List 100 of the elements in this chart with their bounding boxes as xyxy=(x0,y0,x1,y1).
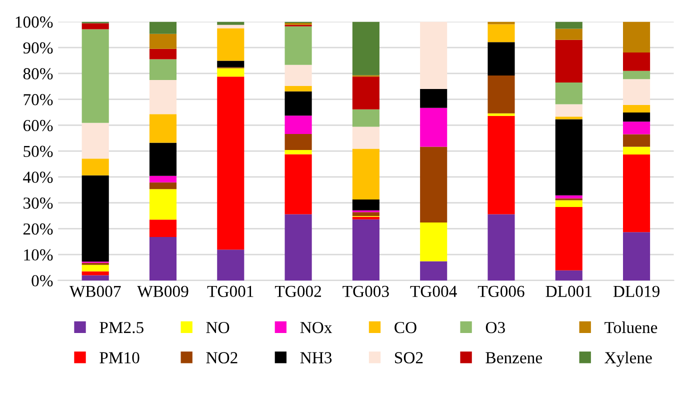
bar xyxy=(420,261,448,280)
bar xyxy=(352,148,380,200)
bar xyxy=(555,119,582,196)
bar xyxy=(82,23,109,30)
bar xyxy=(488,113,515,116)
bar xyxy=(623,112,650,122)
y-tick-label: 60% xyxy=(23,120,53,132)
bar xyxy=(420,108,448,147)
bar xyxy=(149,182,177,190)
bar xyxy=(623,154,650,232)
x-tick-label: TG001 xyxy=(207,286,254,298)
bar xyxy=(352,22,380,76)
bar xyxy=(555,28,582,40)
bar xyxy=(284,86,312,92)
bar xyxy=(149,236,177,280)
legend-label: NOx xyxy=(300,322,332,334)
bar xyxy=(149,114,177,143)
bar xyxy=(623,232,650,280)
bar xyxy=(555,22,582,29)
bar xyxy=(82,275,109,280)
bar xyxy=(352,219,380,280)
legend-label: NO xyxy=(206,322,230,334)
y-tick-label: 90% xyxy=(23,42,53,54)
y-tick-label: 40% xyxy=(23,172,53,183)
x-tick-label: TG004 xyxy=(410,286,457,298)
bar xyxy=(555,104,582,117)
bar xyxy=(623,22,650,53)
bar xyxy=(284,116,312,134)
bar xyxy=(488,116,515,214)
bar xyxy=(623,79,650,106)
bar xyxy=(284,214,312,280)
bar xyxy=(488,22,515,24)
x-tick-label: WB009 xyxy=(137,286,188,298)
bar xyxy=(555,200,582,207)
legend-label: CO xyxy=(394,322,416,334)
x-tick-label: DL019 xyxy=(613,286,660,298)
x-tick-label: TG003 xyxy=(342,286,389,298)
y-tick-label: 50% xyxy=(24,146,53,158)
bar xyxy=(623,70,650,80)
bar xyxy=(149,142,177,176)
bar xyxy=(149,220,177,237)
bar xyxy=(149,59,177,80)
bar xyxy=(420,88,448,108)
bar xyxy=(623,146,650,154)
bar xyxy=(217,68,244,77)
legend-label: NO2 xyxy=(206,352,238,364)
bar xyxy=(149,80,177,114)
legend-label: Benzene xyxy=(486,352,542,364)
bar xyxy=(284,134,312,150)
bar xyxy=(82,264,109,272)
bar xyxy=(555,206,582,270)
bar xyxy=(149,176,177,182)
legend-label: Xylene xyxy=(604,352,652,367)
y-tick-label: 30% xyxy=(24,198,53,209)
bar xyxy=(82,29,109,123)
y-tick-label: 80% xyxy=(23,68,53,80)
legend-label: SO2 xyxy=(395,352,423,364)
bar xyxy=(217,22,244,25)
bar xyxy=(352,109,380,127)
bar xyxy=(217,60,244,68)
bar xyxy=(149,48,177,60)
bar xyxy=(623,122,650,134)
x-tick-label: TG006 xyxy=(478,286,524,298)
legend-label: Toluene xyxy=(604,321,658,334)
legend-label: NH3 xyxy=(300,352,332,364)
bar xyxy=(555,82,582,104)
bar xyxy=(488,76,515,114)
bar xyxy=(352,212,380,216)
x-tick-label: DL001 xyxy=(546,286,592,298)
bar xyxy=(82,158,109,176)
bar xyxy=(284,154,312,214)
y-tick-label: 100% xyxy=(16,16,53,28)
bar xyxy=(488,24,515,42)
x-tick-label: WB007 xyxy=(69,286,121,298)
bar xyxy=(420,22,448,89)
bar xyxy=(284,91,312,116)
bar xyxy=(82,271,109,276)
bar xyxy=(352,76,380,110)
bar xyxy=(82,175,109,262)
bar xyxy=(217,28,244,61)
bar xyxy=(488,42,515,76)
bar xyxy=(352,126,380,149)
y-tick-label: 0% xyxy=(32,275,53,286)
bar xyxy=(284,26,312,65)
bar xyxy=(420,146,448,222)
y-tick-label: 20% xyxy=(23,223,53,235)
bar xyxy=(488,214,515,280)
bar xyxy=(149,34,177,49)
bar xyxy=(217,250,244,280)
legend-label: PM10 xyxy=(100,352,140,364)
bar xyxy=(149,189,177,220)
bar xyxy=(623,52,650,71)
bar xyxy=(623,105,650,113)
bar xyxy=(555,40,582,83)
bar xyxy=(82,122,109,159)
bar xyxy=(555,270,582,280)
legend-label: O3 xyxy=(486,322,505,334)
bar xyxy=(555,195,582,198)
bar xyxy=(217,76,244,250)
bar xyxy=(284,150,312,154)
